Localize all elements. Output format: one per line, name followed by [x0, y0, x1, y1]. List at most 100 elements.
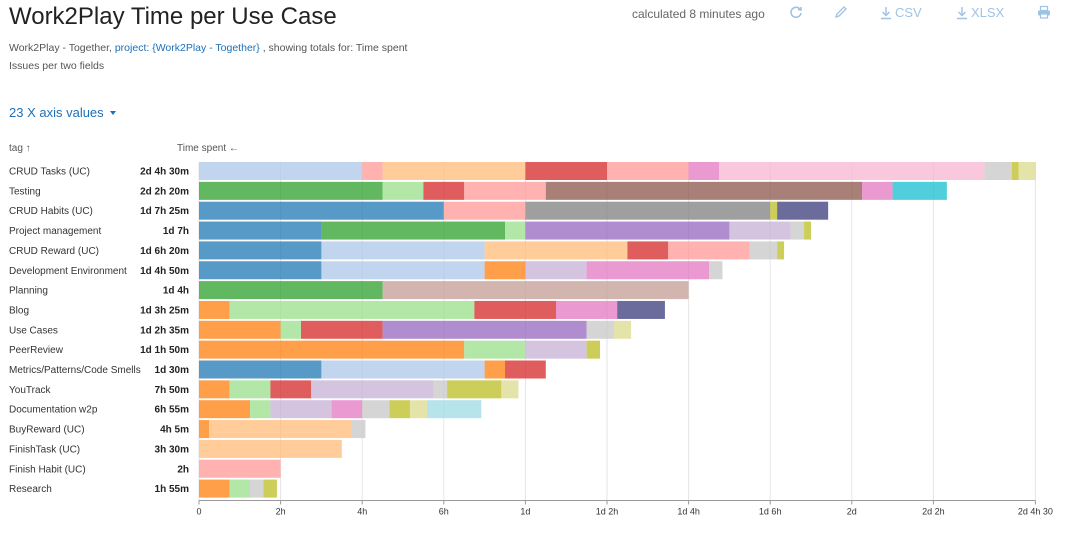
bar-segment[interactable] [321, 241, 484, 259]
bar-segment[interactable] [719, 162, 984, 180]
bar-segment[interactable] [199, 261, 321, 279]
bar-segment[interactable] [444, 202, 526, 220]
bar-segment[interactable] [250, 480, 263, 498]
bar-segment[interactable] [352, 420, 365, 438]
bar-segment[interactable] [199, 440, 342, 458]
bar-segment[interactable] [209, 420, 352, 438]
bar-segment[interactable] [505, 361, 546, 379]
bar-segment[interactable] [199, 420, 209, 438]
row-label[interactable]: Research [9, 484, 52, 495]
bar-segment[interactable] [607, 162, 689, 180]
bar-segment[interactable] [230, 301, 475, 319]
row-label[interactable]: Testing [9, 186, 41, 197]
bar-segment[interactable] [777, 241, 784, 259]
bar-segment[interactable] [893, 182, 947, 200]
bar-segment[interactable] [383, 162, 526, 180]
bar-segment[interactable] [270, 400, 331, 418]
bar-segment[interactable] [474, 301, 556, 319]
row-label[interactable]: PeerReview [9, 345, 64, 356]
bar-segment[interactable] [199, 241, 321, 259]
bar-segment[interactable] [362, 162, 382, 180]
bar-segment[interactable] [627, 241, 668, 259]
bar-segment[interactable] [587, 321, 614, 339]
bar-segment[interactable] [464, 182, 546, 200]
bar-segment[interactable] [556, 301, 617, 319]
bar-segment[interactable] [485, 261, 526, 279]
row-label[interactable]: Documentation w2p [9, 405, 98, 416]
bar-segment[interactable] [199, 222, 321, 240]
bar-segment[interactable] [587, 261, 709, 279]
row-label[interactable]: Planning [9, 286, 48, 297]
bar-segment[interactable] [383, 281, 689, 299]
bar-segment[interactable] [199, 281, 383, 299]
bar-segment[interactable] [1012, 162, 1019, 180]
bar-segment[interactable] [525, 162, 607, 180]
bar-segment[interactable] [199, 202, 444, 220]
bar-segment[interactable] [614, 321, 631, 339]
bar-segment[interactable] [301, 321, 383, 339]
bar-segment[interactable] [668, 241, 750, 259]
bar-segment[interactable] [332, 400, 363, 418]
bar-segment[interactable] [862, 182, 893, 200]
row-label[interactable]: Use Cases [9, 325, 58, 336]
bar-segment[interactable] [199, 301, 230, 319]
row-label[interactable]: Blog [9, 305, 29, 316]
bar-segment[interactable] [984, 162, 1011, 180]
row-label[interactable]: BuyReward (UC) [9, 425, 85, 436]
bar-segment[interactable] [434, 380, 447, 398]
bar-segment[interactable] [587, 341, 600, 359]
bar-segment[interactable] [199, 400, 250, 418]
bar-segment[interactable] [617, 301, 665, 319]
bar-segment[interactable] [199, 361, 321, 379]
bar-segment[interactable] [263, 480, 276, 498]
bar-segment[interactable] [689, 162, 720, 180]
bar-segment[interactable] [362, 400, 389, 418]
row-label[interactable]: Development Environment [9, 266, 127, 277]
bar-segment[interactable] [505, 222, 525, 240]
bar-segment[interactable] [525, 222, 729, 240]
bar-segment[interactable] [709, 261, 722, 279]
bar-segment[interactable] [199, 162, 362, 180]
bar-segment[interactable] [464, 341, 525, 359]
bar-segment[interactable] [447, 380, 501, 398]
row-label[interactable]: CRUD Reward (UC) [9, 246, 99, 257]
bar-segment[interactable] [750, 241, 777, 259]
bar-segment[interactable] [230, 380, 271, 398]
bar-segment[interactable] [250, 400, 270, 418]
bar-segment[interactable] [485, 241, 628, 259]
bar-segment[interactable] [423, 182, 464, 200]
row-label[interactable]: Project management [9, 226, 101, 237]
bar-segment[interactable] [485, 361, 505, 379]
bar-segment[interactable] [199, 480, 230, 498]
bar-segment[interactable] [770, 202, 777, 220]
bar-segment[interactable] [1019, 162, 1036, 180]
bar-segment[interactable] [321, 222, 505, 240]
row-label[interactable]: Finish Habit (UC) [9, 464, 86, 475]
bar-segment[interactable] [230, 480, 250, 498]
row-label[interactable]: FinishTask (UC) [9, 444, 80, 455]
bar-segment[interactable] [501, 380, 518, 398]
bar-segment[interactable] [311, 380, 433, 398]
bar-segment[interactable] [804, 222, 811, 240]
bar-segment[interactable] [199, 380, 230, 398]
bar-segment[interactable] [777, 202, 828, 220]
bar-segment[interactable] [199, 341, 464, 359]
bar-segment[interactable] [383, 321, 587, 339]
row-label[interactable]: YouTrack [9, 385, 52, 396]
row-label[interactable]: Metrics/Patterns/Code Smells [9, 365, 141, 376]
bar-segment[interactable] [281, 321, 301, 339]
bar-segment[interactable] [546, 182, 862, 200]
bar-segment[interactable] [199, 182, 383, 200]
bar-segment[interactable] [321, 261, 484, 279]
bar-segment[interactable] [321, 361, 484, 379]
bar-segment[interactable] [270, 380, 311, 398]
bar-segment[interactable] [199, 321, 281, 339]
bar-segment[interactable] [199, 460, 281, 478]
bar-segment[interactable] [525, 202, 770, 220]
bar-segment[interactable] [525, 341, 586, 359]
row-label[interactable]: CRUD Habits (UC) [9, 206, 93, 217]
bar-segment[interactable] [390, 400, 410, 418]
bar-segment[interactable] [729, 222, 790, 240]
bar-segment[interactable] [410, 400, 427, 418]
bar-segment[interactable] [383, 182, 424, 200]
